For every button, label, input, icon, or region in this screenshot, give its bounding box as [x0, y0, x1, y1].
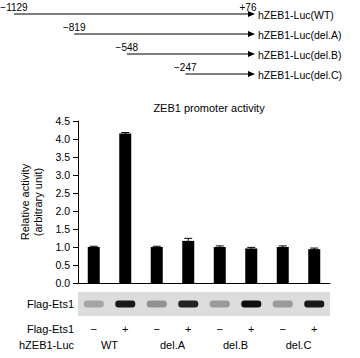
svg-text:4.0: 4.0 — [55, 133, 70, 145]
svg-text:hZEB1-Luc: hZEB1-Luc — [19, 339, 75, 351]
svg-text:hZEB1-Luc(WT): hZEB1-Luc(WT) — [258, 9, 334, 21]
svg-text:ZEB1 promoter activity: ZEB1 promoter activity — [153, 102, 265, 114]
svg-text:−548: −548 — [116, 42, 139, 53]
svg-text:+: + — [248, 323, 254, 335]
svg-text:Flag-Ets1: Flag-Ets1 — [27, 323, 74, 335]
svg-text:hZEB1-Luc(del.A): hZEB1-Luc(del.A) — [258, 29, 341, 41]
svg-text:2.0: 2.0 — [55, 205, 70, 217]
svg-text:+76: +76 — [240, 2, 257, 13]
svg-text:+: + — [185, 323, 191, 335]
svg-text:+: + — [311, 323, 317, 335]
svg-text:del.C: del.C — [286, 339, 312, 351]
svg-text:2.5: 2.5 — [55, 187, 70, 199]
svg-text:−1129: −1129 — [0, 2, 28, 13]
svg-text:−247: −247 — [174, 62, 197, 73]
svg-text:4.5: 4.5 — [55, 115, 70, 127]
svg-text:1.5: 1.5 — [55, 223, 70, 235]
svg-text:(arbitrary unit): (arbitrary unit) — [32, 168, 44, 236]
svg-text:0.0: 0.0 — [55, 277, 70, 289]
svg-text:Flag-Ets1: Flag-Ets1 — [27, 298, 74, 310]
svg-text:del.A: del.A — [160, 339, 186, 351]
svg-text:hZEB1-Luc(del.C): hZEB1-Luc(del.C) — [258, 69, 342, 81]
svg-text:3.5: 3.5 — [55, 151, 70, 163]
svg-text:WT: WT — [101, 339, 118, 351]
svg-text:−: − — [154, 323, 160, 335]
svg-text:+: + — [122, 323, 128, 335]
svg-text:0.5: 0.5 — [55, 259, 70, 271]
svg-text:−: − — [91, 323, 97, 335]
svg-text:hZEB1-Luc(del.B): hZEB1-Luc(del.B) — [258, 49, 341, 61]
svg-text:3.0: 3.0 — [55, 169, 70, 181]
svg-text:1.0: 1.0 — [55, 241, 70, 253]
svg-text:−819: −819 — [63, 22, 86, 33]
svg-text:del.B: del.B — [223, 339, 248, 351]
svg-text:−: − — [280, 323, 286, 335]
svg-text:−: − — [217, 323, 223, 335]
svg-text:Relative activity: Relative activity — [19, 163, 31, 240]
